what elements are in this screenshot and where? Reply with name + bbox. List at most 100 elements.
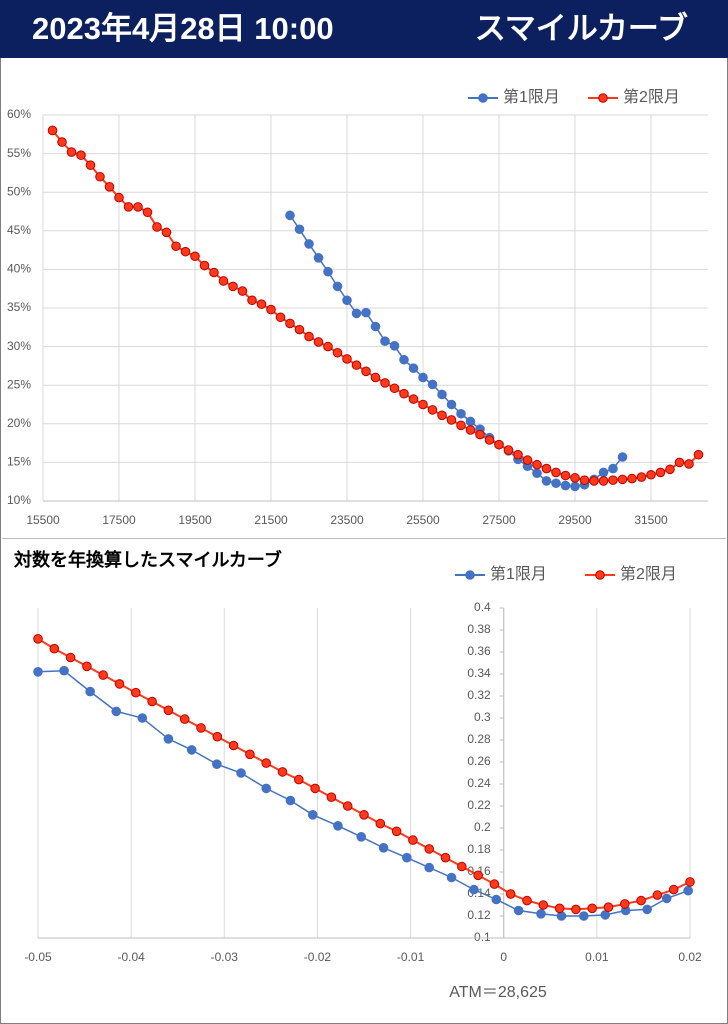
data-point — [313, 253, 324, 263]
data-point — [342, 295, 352, 306]
data-point — [446, 415, 457, 425]
x-tick-label: 0.01 — [585, 950, 609, 964]
data-point — [389, 341, 400, 351]
data-point — [522, 895, 532, 906]
data-point — [560, 480, 571, 491]
data-point — [333, 821, 343, 831]
data-point — [85, 160, 96, 170]
data-point — [66, 147, 77, 157]
x-tick-label: -0.04 — [117, 950, 145, 964]
data-point — [457, 861, 467, 872]
data-point — [536, 909, 546, 919]
data-point — [560, 470, 571, 481]
data-point — [65, 652, 76, 663]
data-point — [652, 890, 663, 900]
data-point — [391, 826, 402, 837]
data-point — [427, 405, 438, 415]
data-point — [665, 464, 675, 475]
y-tick-label: 0.4 — [474, 600, 491, 614]
header-title: スマイルカーブ — [475, 11, 688, 46]
y-tick-label: 0.2 — [474, 820, 491, 834]
y-tick-label: 25% — [7, 377, 31, 391]
data-point — [608, 463, 618, 474]
x-tick-label: 0.02 — [678, 950, 702, 964]
data-point — [674, 457, 685, 468]
y-tick-label: 0.38 — [467, 622, 491, 636]
x-tick-label: 31500 — [634, 513, 668, 527]
legend-marker — [465, 570, 475, 580]
data-point — [402, 852, 412, 863]
data-point — [82, 661, 92, 672]
data-point — [556, 911, 567, 921]
data-point — [370, 321, 381, 332]
data-point — [171, 241, 181, 252]
data-point — [304, 239, 314, 249]
header-date: 2023年4月28日 10:00 — [32, 11, 334, 46]
x-tick-label: 21500 — [254, 513, 288, 527]
data-point — [456, 420, 466, 431]
data-point — [179, 714, 190, 724]
data-point — [587, 903, 598, 914]
data-point — [554, 903, 565, 914]
data-point — [123, 202, 134, 212]
data-point — [408, 835, 418, 845]
data-point — [484, 435, 495, 445]
y-tick-label: 45% — [7, 223, 31, 237]
data-point — [285, 318, 295, 329]
data-point — [389, 383, 400, 394]
data-point — [161, 227, 172, 238]
x-tick-label: -0.01 — [397, 950, 425, 964]
data-point — [424, 862, 435, 873]
data-point — [196, 723, 206, 733]
data-point — [418, 372, 428, 383]
y-tick-label: 0.28 — [467, 732, 491, 746]
x-tick-label: 0 — [500, 950, 507, 964]
data-point — [446, 399, 457, 410]
legend-marker — [598, 93, 608, 103]
data-point — [236, 768, 246, 778]
data-point — [642, 904, 652, 915]
data-point — [261, 783, 272, 794]
y-tick-label: 0.26 — [467, 754, 491, 768]
data-point — [418, 399, 428, 410]
data-point — [356, 832, 367, 842]
data-point — [661, 893, 672, 904]
x-tick-label: 15500 — [26, 513, 60, 527]
y-tick-label: 55% — [7, 146, 31, 160]
data-point — [475, 429, 485, 440]
data-point — [541, 476, 552, 486]
data-point — [209, 267, 219, 278]
data-point — [275, 312, 286, 323]
y-tick-label: 0.34 — [467, 666, 491, 680]
data-point — [489, 879, 500, 889]
data-point — [378, 843, 389, 853]
data-point — [142, 207, 153, 218]
data-point — [361, 366, 371, 377]
y-tick-label: 10% — [7, 493, 31, 507]
data-point — [603, 902, 614, 913]
data-point — [351, 360, 362, 370]
data-point — [285, 795, 296, 806]
data-point — [199, 260, 210, 271]
data-point — [95, 171, 105, 182]
x-tick-label: 25500 — [406, 513, 440, 527]
data-point — [212, 759, 222, 770]
y-tick-label: 30% — [7, 339, 31, 353]
y-tick-label: 0.22 — [467, 798, 491, 812]
data-point — [85, 686, 95, 697]
x-tick-label: -0.02 — [304, 950, 332, 964]
y-tick-label: 0.12 — [467, 908, 491, 922]
legend-label: 第1限月 — [490, 565, 547, 583]
data-point — [491, 894, 502, 905]
data-point — [190, 251, 200, 262]
data-point — [323, 341, 333, 352]
data-point — [323, 266, 333, 277]
data-point — [408, 394, 419, 404]
data-point — [228, 740, 239, 751]
header-bar — [0, 0, 728, 58]
x-tick-label: 17500 — [102, 513, 136, 527]
data-point — [532, 459, 542, 470]
data-point — [313, 337, 324, 347]
legend-label: 第1限月 — [503, 88, 560, 106]
